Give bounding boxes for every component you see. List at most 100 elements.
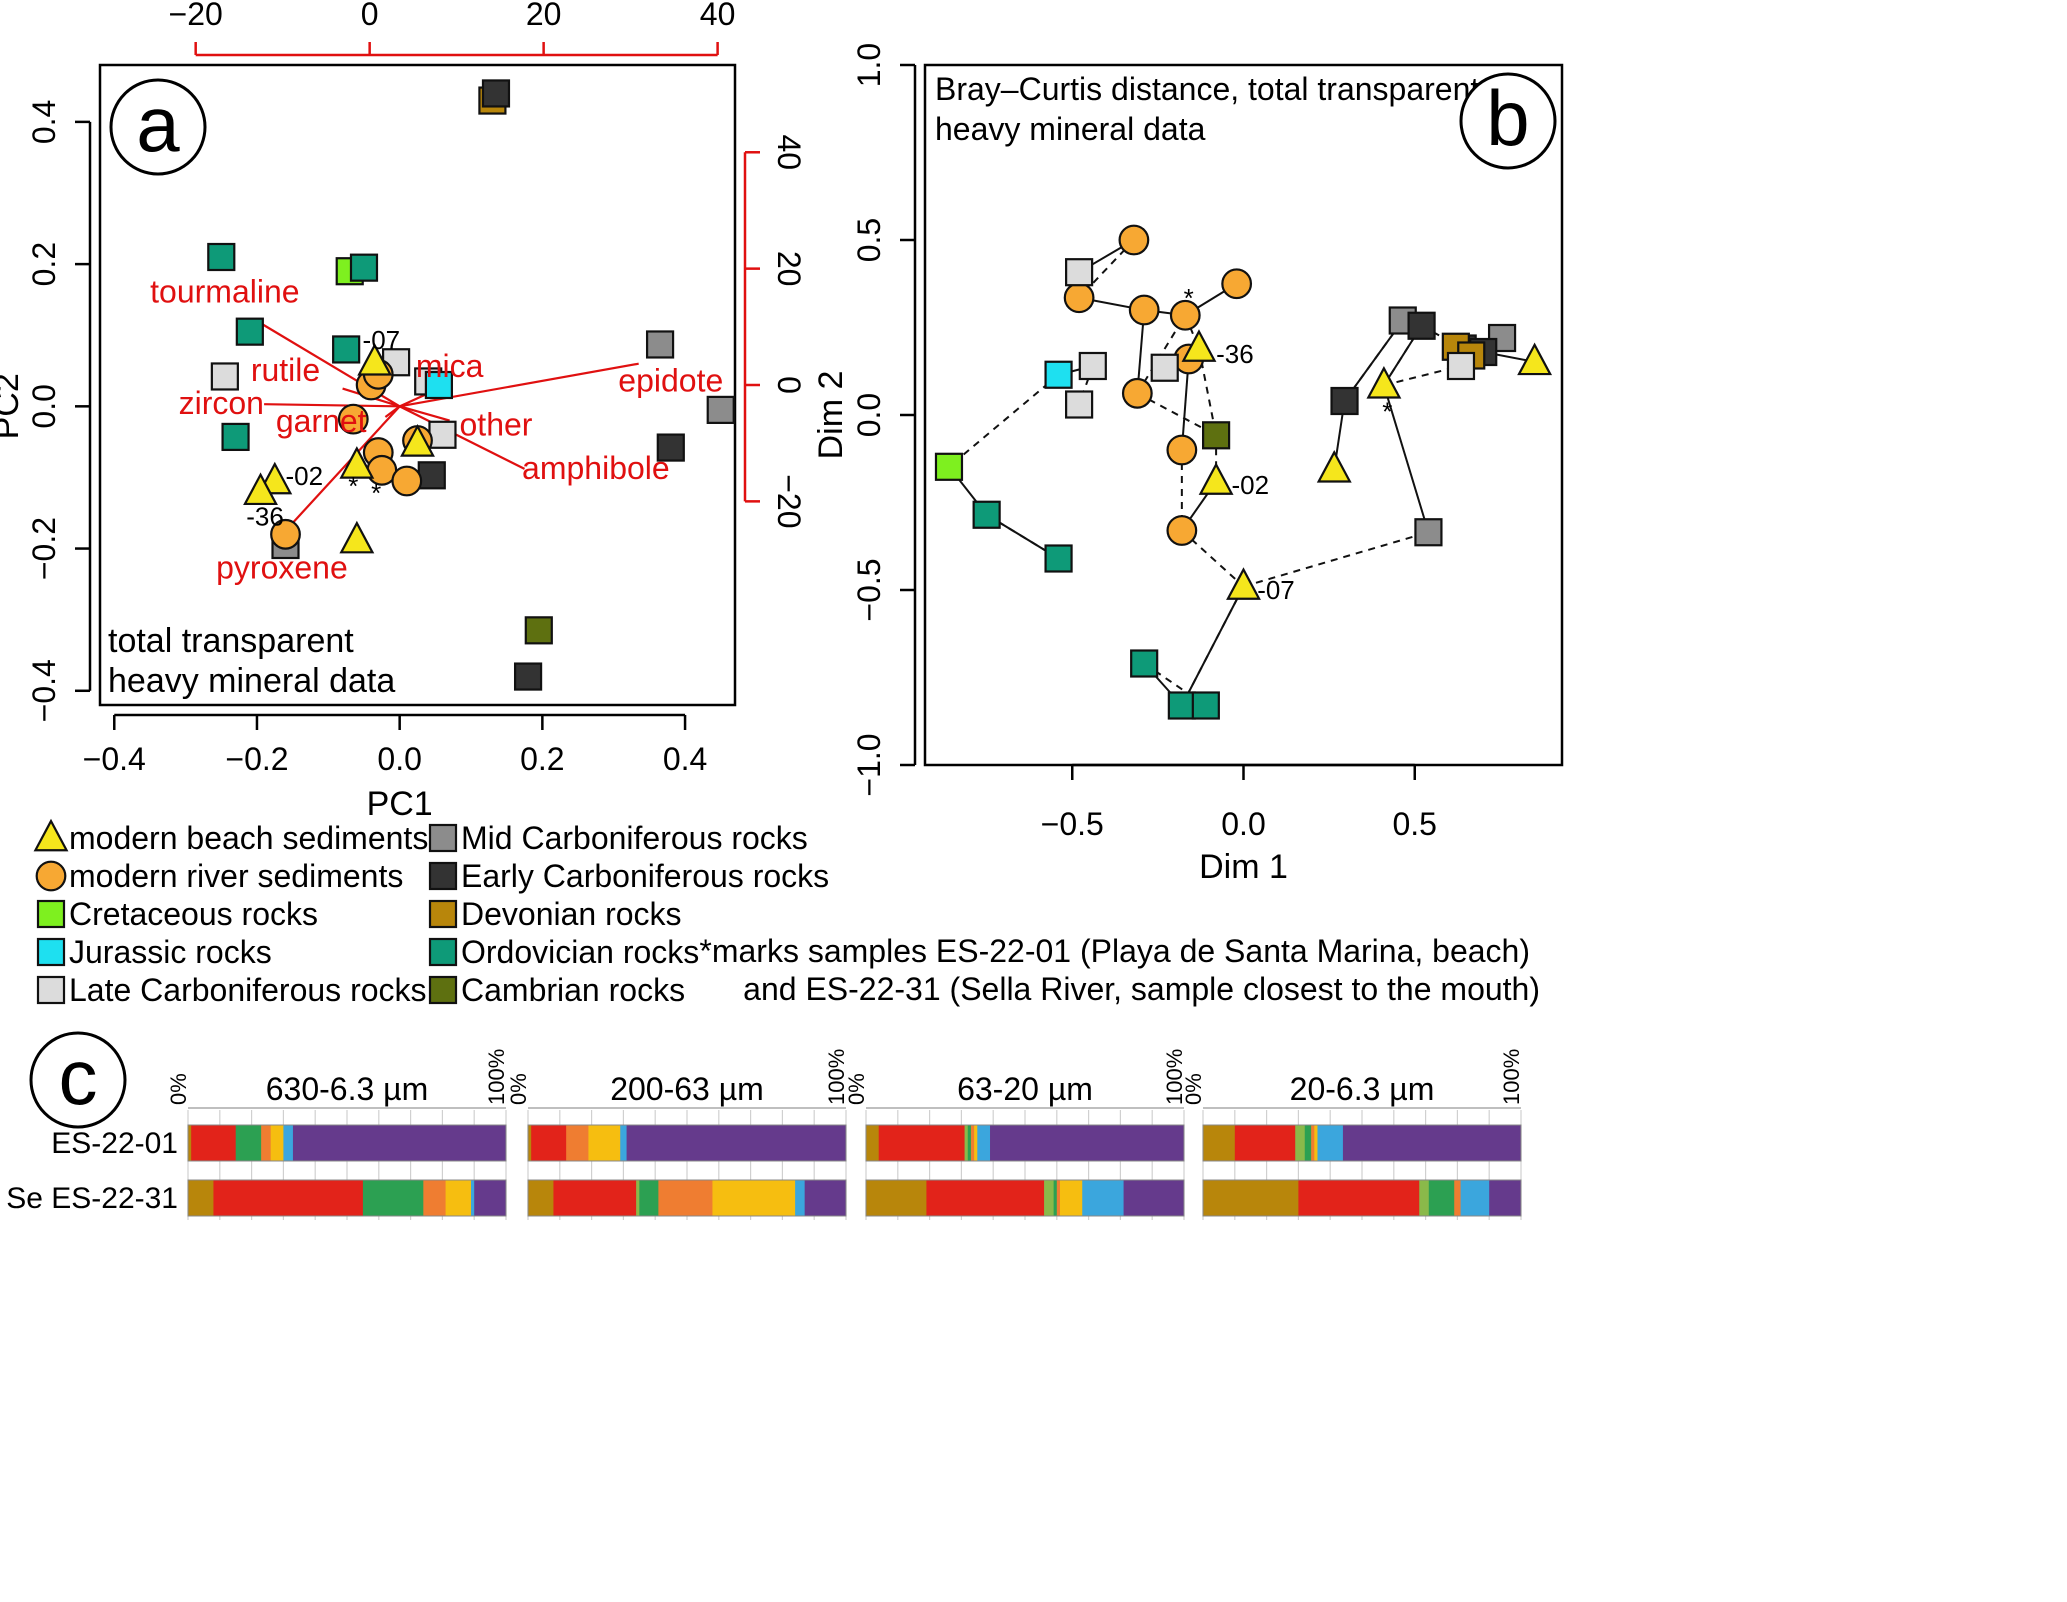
bar-outline bbox=[187, 1124, 507, 1162]
panel-letter-circle-c bbox=[29, 1031, 127, 1129]
solid-link bbox=[1382, 384, 1430, 533]
loading-label: other bbox=[460, 407, 533, 443]
point-b bbox=[1118, 224, 1150, 256]
legend-label: Early Carboniferous rocks bbox=[461, 858, 829, 894]
legend-label: Cambrian rocks bbox=[461, 972, 685, 1008]
panel-note-b: Bray–Curtis distance, total transparent bbox=[935, 71, 1479, 107]
axis-min-label: 0% bbox=[844, 1073, 869, 1105]
dashed-link bbox=[1243, 531, 1429, 588]
right-tick-label-a: 0 bbox=[771, 376, 807, 394]
point-b bbox=[1078, 351, 1107, 381]
bar-segment bbox=[531, 1125, 567, 1161]
y-tick-label-b: 0.0 bbox=[851, 393, 887, 437]
y-tick-label-a: 0.0 bbox=[26, 384, 62, 428]
bar-segment bbox=[1454, 1180, 1461, 1216]
bar-segment bbox=[423, 1180, 446, 1216]
bar-segment bbox=[191, 1125, 237, 1161]
bar-segment bbox=[1314, 1125, 1318, 1161]
point-b bbox=[1414, 518, 1443, 547]
point-a bbox=[645, 330, 675, 359]
bar-segment bbox=[620, 1125, 627, 1161]
point-b bbox=[1167, 691, 1196, 720]
legend-marker bbox=[428, 937, 458, 967]
loading-arrow bbox=[399, 362, 639, 408]
y-axis-title-b: Dim 2 bbox=[812, 371, 850, 460]
bar-outline bbox=[865, 1179, 1185, 1217]
point-b bbox=[1221, 268, 1253, 300]
top-tick-label-a: −20 bbox=[169, 0, 223, 32]
bar-outline bbox=[527, 1179, 847, 1217]
y-tick-label-b: −1.0 bbox=[851, 733, 887, 796]
point-a bbox=[524, 616, 553, 645]
y-tick-label-a: −0.2 bbox=[26, 517, 62, 580]
bar-segment bbox=[1428, 1180, 1455, 1216]
bar-segment bbox=[566, 1125, 589, 1161]
point-b bbox=[1330, 386, 1359, 416]
point-label-b: -36 bbox=[1216, 339, 1254, 369]
bar-segment bbox=[528, 1125, 532, 1161]
bar-segment bbox=[188, 1125, 192, 1161]
bar-segment bbox=[213, 1180, 364, 1216]
bar-segment bbox=[1317, 1125, 1344, 1161]
point-b bbox=[1407, 311, 1436, 340]
top-tick-label-a: 0 bbox=[361, 0, 379, 32]
point-label-a: -07 bbox=[363, 325, 401, 355]
loading-label: tourmaline bbox=[150, 274, 299, 310]
point-b bbox=[1366, 365, 1402, 399]
x-tick-label-b: −0.5 bbox=[1041, 806, 1104, 842]
point-label-b: * bbox=[1184, 283, 1194, 313]
point-b bbox=[1063, 282, 1095, 314]
point-label-a: * bbox=[348, 471, 358, 501]
y-tick-label-a: 0.2 bbox=[26, 242, 62, 286]
point-b bbox=[1316, 449, 1352, 483]
bar-segment bbox=[528, 1180, 554, 1216]
bar-segment bbox=[1419, 1180, 1430, 1216]
bar-segment bbox=[188, 1180, 214, 1216]
loading-label: pyroxene bbox=[216, 549, 348, 585]
x-tick-label-a: −0.4 bbox=[83, 741, 146, 777]
point-b bbox=[972, 500, 1001, 529]
bar-segment bbox=[235, 1125, 262, 1161]
bar-outline bbox=[865, 1124, 1185, 1162]
y-tick-label-b: 1.0 bbox=[851, 43, 887, 87]
point-b bbox=[1198, 462, 1234, 495]
plot-frame-b bbox=[923, 63, 1564, 767]
point-a bbox=[339, 446, 375, 479]
loading-arrow bbox=[399, 405, 526, 470]
panel-letter-circle-a bbox=[109, 78, 207, 176]
legend-marker bbox=[36, 899, 66, 929]
legend-label: Mid Carboniferous rocks bbox=[461, 820, 808, 856]
loading-label: epidote bbox=[618, 362, 723, 398]
bar-segment bbox=[990, 1125, 1185, 1161]
bar-segment bbox=[1311, 1125, 1315, 1161]
point-a bbox=[513, 662, 543, 691]
bar-segment bbox=[626, 1125, 847, 1161]
bar-segment bbox=[658, 1180, 713, 1216]
axis-max-label: 100% bbox=[824, 1049, 849, 1105]
point-b bbox=[1446, 351, 1476, 381]
bar-segment bbox=[970, 1125, 975, 1161]
panel-letter-b: b bbox=[1486, 74, 1529, 162]
point-a bbox=[210, 362, 239, 391]
bar-segment bbox=[1082, 1180, 1124, 1216]
loading-arrow bbox=[399, 405, 450, 422]
point-b bbox=[1044, 360, 1073, 389]
legend-label: modern river sediments bbox=[69, 858, 403, 894]
right-tick-label-a: 40 bbox=[771, 134, 807, 170]
panel-letter-c: c bbox=[59, 1033, 98, 1121]
bar-segment bbox=[636, 1180, 640, 1216]
point-a bbox=[207, 242, 236, 272]
legend-label: modern beach sediments bbox=[69, 820, 428, 856]
point-b bbox=[1121, 377, 1153, 409]
point-a bbox=[400, 424, 435, 457]
x-axis-title-a: PC1 bbox=[367, 785, 433, 823]
bar-segment bbox=[866, 1180, 927, 1216]
point-label-b: -02 bbox=[1232, 470, 1270, 500]
axis-max-label: 100% bbox=[484, 1049, 509, 1105]
point-label-a: * bbox=[371, 478, 381, 508]
bar-segment bbox=[261, 1125, 272, 1161]
point-b bbox=[1065, 258, 1094, 287]
loading-arrow bbox=[284, 405, 401, 532]
bar-segment bbox=[1059, 1180, 1083, 1216]
bar-segment bbox=[362, 1180, 424, 1216]
